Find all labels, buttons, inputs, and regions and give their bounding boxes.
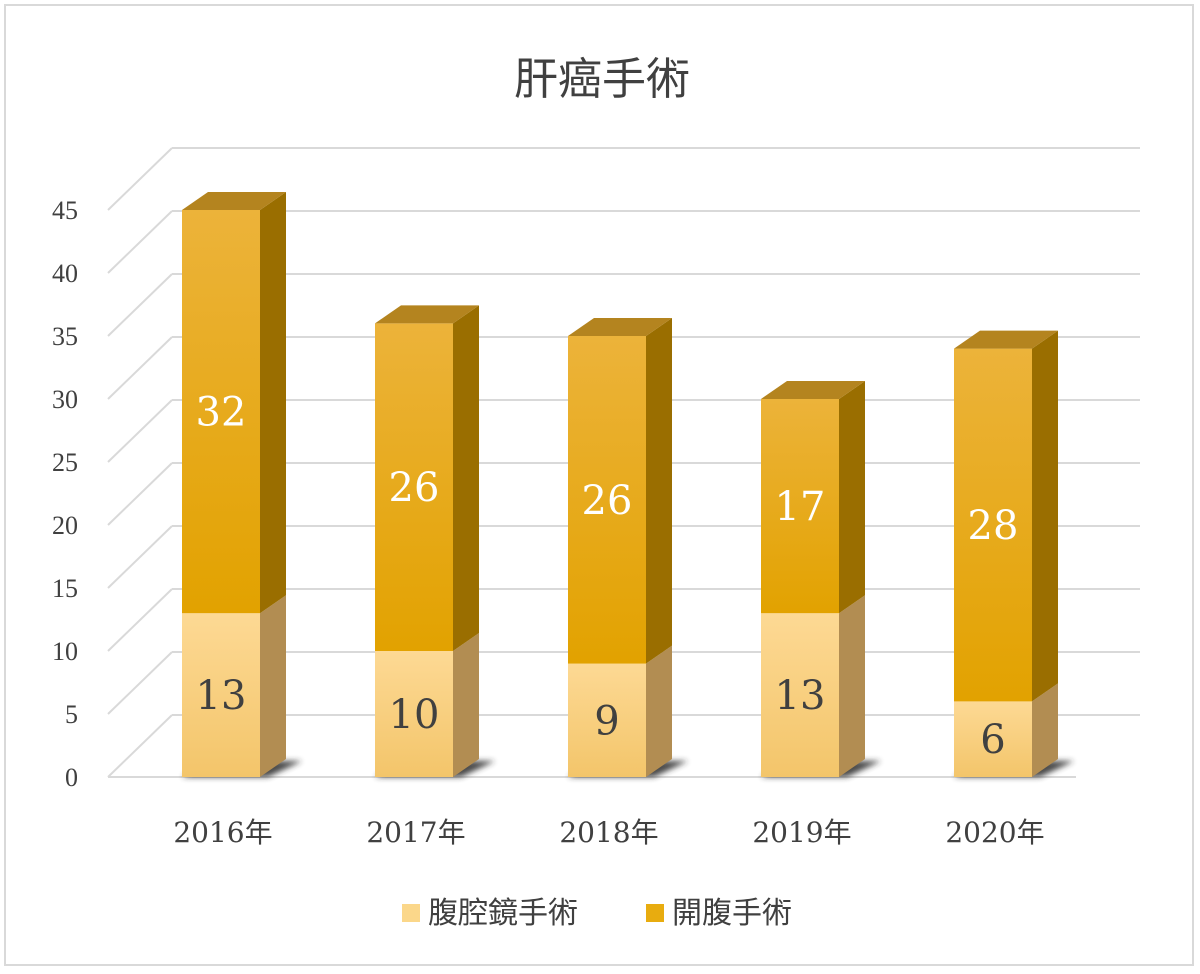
legend-swatch (646, 904, 664, 922)
bar (182, 613, 260, 777)
y-tick-label: 10 (52, 637, 78, 666)
data-label: 26 (389, 465, 440, 511)
y-tick-label: 30 (52, 385, 78, 414)
y-tick-label: 40 (52, 259, 78, 288)
gridline-depth (107, 399, 173, 463)
legend-label: 腹腔鏡手術 (428, 896, 578, 931)
bar (375, 323, 453, 651)
legend: 腹腔鏡手術 開腹手術 (402, 896, 792, 931)
data-label: 28 (968, 503, 1019, 549)
bar (568, 336, 646, 664)
bar (375, 651, 453, 777)
y-tick-label: 45 (52, 196, 78, 225)
y-tick-label: 20 (52, 511, 78, 540)
data-label: 10 (389, 692, 440, 738)
y-tick-label: 15 (52, 574, 78, 603)
legend-swatch (402, 904, 420, 922)
bar-side (1032, 683, 1058, 777)
bar-side (453, 633, 479, 777)
y-tick-label: 35 (52, 322, 78, 351)
chart-title: 肝癌手術 (514, 54, 690, 105)
data-label: 26 (582, 478, 633, 524)
gridline-depth (107, 462, 173, 526)
bar-top (761, 381, 865, 399)
bar-side (839, 381, 865, 614)
gridline-depth (107, 588, 173, 652)
gridline-depth (107, 651, 173, 715)
x-tick-label: 2020年 (945, 816, 1044, 849)
data-label: 13 (775, 673, 826, 719)
data-label: 13 (196, 673, 247, 719)
bar-top (375, 305, 479, 324)
data-label: 6 (980, 717, 1005, 763)
bar-top (568, 318, 672, 336)
bar-side (453, 305, 479, 651)
bar (761, 613, 839, 777)
data-label: 32 (196, 390, 247, 436)
gridline-depth (107, 273, 173, 337)
x-tick-label: 2017年 (366, 816, 465, 849)
plot-area: 0 5 10 15 20 25 30 35 40 45 13 32 2016年 10 26 2017年 9 26 2… (52, 147, 1140, 849)
bar (182, 210, 260, 614)
bar-side (1032, 330, 1058, 702)
chart-frame: 肝癌手術 0 5 10 15 20 25 30 35 40 45 13 32 2016年 10 26 2017… (4, 4, 1194, 966)
bar (954, 701, 1032, 777)
bar (761, 399, 839, 614)
x-tick-label: 2018年 (559, 816, 658, 849)
gridline-depth (107, 525, 173, 589)
y-tick-label: 0 (65, 763, 78, 792)
y-tick-label: 25 (52, 448, 78, 477)
bar-top (954, 330, 1058, 349)
x-tick-label: 2016年 (173, 816, 272, 849)
bar-side (646, 318, 672, 664)
y-tick-label: 5 (65, 700, 78, 729)
gridline-depth (107, 147, 173, 211)
gridline-depth (107, 210, 173, 274)
x-tick-label: 2019年 (752, 816, 851, 849)
gridline-depth (107, 336, 173, 400)
gridline-depth (107, 714, 173, 778)
bar (568, 663, 646, 777)
bar-side (839, 595, 865, 777)
bar (954, 348, 1032, 702)
data-label: 17 (775, 484, 826, 530)
data-label: 9 (594, 698, 619, 744)
bar-top (182, 192, 286, 210)
legend-label: 開腹手術 (672, 896, 792, 931)
bar-side (260, 595, 286, 777)
bar-side (260, 192, 286, 614)
chart: 肝癌手術 0 5 10 15 20 25 30 35 40 45 13 32 2016年 10 26 2017… (52, 54, 1140, 931)
bar-side (646, 645, 672, 777)
